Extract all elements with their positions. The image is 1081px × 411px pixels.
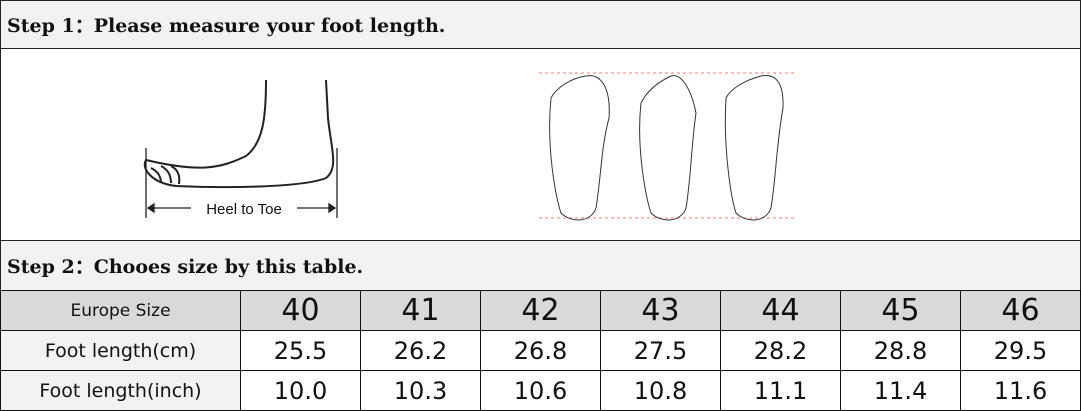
table-row-europe-size: Europe Size 40 41 42 43 44 45 46 <box>0 290 1081 331</box>
size-table: Europe Size 40 41 42 43 44 45 46 Foot le… <box>0 290 1081 411</box>
cell: 42 <box>480 290 601 331</box>
cell: 44 <box>720 290 841 331</box>
cell: 25.5 <box>240 330 361 371</box>
foot-outline-icon <box>639 75 697 221</box>
foot-outline-icon <box>724 74 784 221</box>
cell: 45 <box>840 290 961 331</box>
step1-header: Step 1：Please measure your foot length. <box>0 0 1081 49</box>
cell: 11.6 <box>960 370 1081 411</box>
cell: 40 <box>240 290 361 331</box>
cell: 10.6 <box>480 370 601 411</box>
table-row-foot-length-inch: Foot length(inch) 10.0 10.3 10.6 10.8 11… <box>0 370 1081 411</box>
heel-to-toe-arrow <box>145 148 338 218</box>
cell: 43 <box>600 290 721 331</box>
step2-header: Step 2：Chooes size by this table. <box>0 240 1081 291</box>
guide-lines <box>539 72 794 219</box>
cell: 29.5 <box>960 330 1081 371</box>
cell: 10.8 <box>600 370 721 411</box>
step1-title: Step 1：Please measure your foot length. <box>7 15 446 37</box>
table-row-foot-length-cm: Foot length(cm) 25.5 26.2 26.8 27.5 28.2… <box>0 330 1081 371</box>
cell: 41 <box>360 290 481 331</box>
foot-measure-illustration: Heel to Toe <box>0 48 1081 241</box>
cell: 28.2 <box>720 330 841 371</box>
cell: 27.5 <box>600 330 721 371</box>
row-label: Foot length(cm) <box>0 330 241 371</box>
step2-title: Step 2：Chooes size by this table. <box>7 256 364 278</box>
foot-diagram: Heel to Toe <box>143 72 794 221</box>
foot-outline-icon <box>549 75 610 221</box>
heel-to-toe-label: Heel to Toe <box>206 201 282 218</box>
cell: 28.8 <box>840 330 961 371</box>
cell: 46 <box>960 290 1081 331</box>
cell: 10.3 <box>360 370 481 411</box>
cell: 11.4 <box>840 370 961 411</box>
cell: 26.8 <box>480 330 601 371</box>
cell: 26.2 <box>360 330 481 371</box>
row-label: Europe Size <box>0 290 241 331</box>
row-label: Foot length(inch) <box>0 370 241 411</box>
cell: 11.1 <box>720 370 841 411</box>
side-foot-icon <box>143 79 335 189</box>
cell: 10.0 <box>240 370 361 411</box>
